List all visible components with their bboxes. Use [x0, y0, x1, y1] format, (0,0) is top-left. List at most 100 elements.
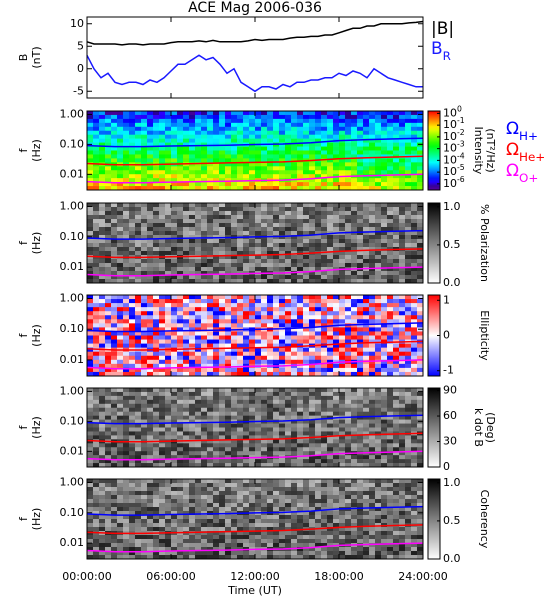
- spectrogram-cell: [105, 130, 112, 135]
- spectrogram-cell: [159, 431, 166, 436]
- spectrogram-cell: [177, 431, 184, 436]
- spectrogram-cell: [189, 447, 196, 452]
- spectrogram-cell: [255, 391, 262, 397]
- spectrogram-cell: [273, 483, 280, 488]
- spectrogram-cell: [393, 419, 400, 424]
- spectrogram-cell: [243, 111, 250, 116]
- spectrogram-cell: [219, 186, 226, 191]
- spectrogram-cell: [237, 307, 244, 312]
- spectrogram-cell: [393, 347, 400, 352]
- spectrogram-cell: [273, 307, 280, 312]
- spectrogram-cell: [405, 215, 412, 220]
- spectrogram-cell: [117, 399, 124, 405]
- spectrogram-cell: [345, 211, 352, 216]
- spectrogram-cell: [123, 275, 130, 280]
- spectrogram-cell: [411, 439, 418, 444]
- spectrogram-cell: [399, 487, 406, 492]
- spectrogram-cell: [135, 443, 142, 448]
- spectrogram-cell: [279, 118, 286, 124]
- spectrogram-cell: [105, 407, 112, 412]
- spectrogram-cell: [321, 231, 328, 236]
- spectrogram-cell: [225, 255, 232, 260]
- spectrogram-cell: [231, 259, 238, 264]
- spectrogram-cell: [135, 391, 142, 397]
- spectrogram-cell: [261, 158, 268, 163]
- spectrogram-cell: [225, 435, 232, 440]
- spectrogram-cell: [171, 118, 178, 124]
- spectrogram-cell: [117, 363, 124, 369]
- spectrogram-cell: [309, 111, 316, 116]
- spectrogram-cell: [159, 491, 166, 496]
- spectrogram-cell: [219, 114, 226, 120]
- spectrogram-cell: [195, 231, 202, 236]
- spectrogram-cell: [207, 138, 214, 143]
- spectrogram-cell: [171, 355, 178, 361]
- spectrogram-cell: [135, 111, 142, 116]
- spectrogram-cell: [129, 126, 136, 132]
- spectrogram-cell: [267, 431, 274, 436]
- spectrogram-cell: [333, 303, 340, 308]
- spectrogram-cell: [291, 395, 298, 401]
- spectrogram-cell: [141, 178, 148, 183]
- spectrogram-cell: [255, 451, 262, 456]
- spectrogram-cell: [381, 311, 388, 316]
- spectrogram-cell: [303, 463, 310, 468]
- spectrogram-cell: [327, 423, 334, 428]
- spectrogram-cell: [345, 311, 352, 316]
- spectrogram-cell: [231, 339, 238, 344]
- spectrogram-cell: [357, 491, 364, 496]
- spectrogram-cell: [225, 347, 232, 352]
- spectrogram-cell: [393, 251, 400, 256]
- spectrogram-cell: [417, 114, 424, 120]
- spectrogram-cell: [273, 371, 280, 377]
- spectrogram-cell: [111, 443, 118, 448]
- spectrogram-cell: [315, 363, 322, 369]
- spectrogram-cell: [117, 231, 124, 236]
- spectrogram-cell: [249, 487, 256, 492]
- spectrogram-cell: [87, 111, 94, 116]
- spectrogram-cell: [261, 251, 268, 256]
- spectrogram-cell: [183, 142, 190, 147]
- spectrogram-cell: [231, 359, 238, 365]
- spectrogram-cell: [153, 315, 160, 320]
- spectrogram-cell: [351, 351, 358, 357]
- spectrogram-cell: [345, 114, 352, 120]
- spectrogram-cell: [141, 130, 148, 135]
- spectrogram-cell: [231, 395, 238, 401]
- spectrogram-cell: [171, 170, 178, 175]
- spectrogram-cell: [153, 142, 160, 147]
- spectrogram-cell: [309, 178, 316, 183]
- spectrogram-cell: [351, 255, 358, 260]
- spectrogram-cell: [225, 367, 232, 373]
- spectrogram-cell: [333, 331, 340, 336]
- spectrogram-cell: [213, 130, 220, 135]
- spectrogram-cell: [369, 419, 376, 424]
- spectrogram-cell: [303, 255, 310, 260]
- spectrogram-cell: [165, 447, 172, 452]
- spectrogram-cell: [345, 427, 352, 432]
- spectrogram-cell: [219, 295, 226, 300]
- spectrogram-cell: [195, 146, 202, 151]
- spectrogram-cell: [105, 315, 112, 320]
- spectrogram-cell: [309, 162, 316, 167]
- spectrogram-cell: [117, 355, 124, 361]
- spectrogram-cell: [141, 166, 148, 171]
- spectrogram-cell: [201, 122, 208, 128]
- spectrogram-cell: [399, 215, 406, 220]
- spectrogram-cell: [417, 162, 424, 167]
- spectrogram-cell: [231, 407, 238, 412]
- spectrogram-cell: [297, 219, 304, 224]
- spectrogram-cell: [273, 399, 280, 405]
- spectrogram-cell: [99, 186, 106, 191]
- spectrogram-cell: [249, 223, 256, 228]
- spectrogram-cell: [267, 158, 274, 163]
- spectrogram-cell: [213, 435, 220, 440]
- spectrogram-cell: [99, 359, 106, 365]
- spectrogram-cell: [117, 219, 124, 224]
- spectrogram-cell: [183, 186, 190, 191]
- spectrogram-cell: [153, 275, 160, 280]
- spectrogram-cell: [393, 403, 400, 409]
- spectrogram-cell: [285, 215, 292, 220]
- spectrogram-cell: [117, 435, 124, 440]
- spectrogram-cell: [249, 243, 256, 248]
